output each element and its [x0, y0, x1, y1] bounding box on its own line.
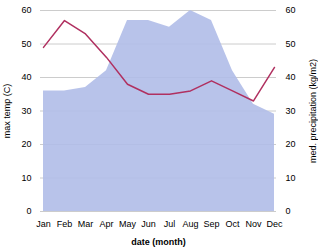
svg-text:Oct: Oct [225, 219, 240, 229]
svg-text:Feb: Feb [57, 219, 73, 229]
svg-text:Sep: Sep [203, 219, 219, 229]
svg-text:Jul: Jul [164, 219, 176, 229]
svg-text:40: 40 [286, 72, 296, 82]
svg-text:Aug: Aug [182, 219, 198, 229]
svg-text:max temp (C): max temp (C) [2, 84, 12, 139]
svg-text:Nov: Nov [245, 219, 262, 229]
svg-text:30: 30 [21, 106, 31, 116]
svg-text:20: 20 [286, 139, 296, 149]
svg-text:0: 0 [286, 206, 291, 216]
svg-text:Dec: Dec [266, 219, 283, 229]
svg-text:Mar: Mar [78, 219, 94, 229]
svg-text:50: 50 [286, 39, 296, 49]
svg-text:40: 40 [21, 72, 31, 82]
svg-text:50: 50 [21, 39, 31, 49]
svg-text:60: 60 [21, 5, 31, 15]
svg-text:20: 20 [21, 139, 31, 149]
svg-text:May: May [119, 219, 137, 229]
svg-text:0: 0 [26, 206, 31, 216]
svg-text:date (month): date (month) [131, 237, 186, 247]
svg-text:30: 30 [286, 106, 296, 116]
svg-text:Jan: Jan [36, 219, 51, 229]
svg-text:Jun: Jun [141, 219, 156, 229]
svg-text:10: 10 [21, 173, 31, 183]
svg-text:60: 60 [286, 5, 296, 15]
svg-text:Apr: Apr [99, 219, 113, 229]
svg-text:med. precipitation (kg/m2): med. precipitation (kg/m2) [308, 59, 318, 163]
svg-text:10: 10 [286, 173, 296, 183]
